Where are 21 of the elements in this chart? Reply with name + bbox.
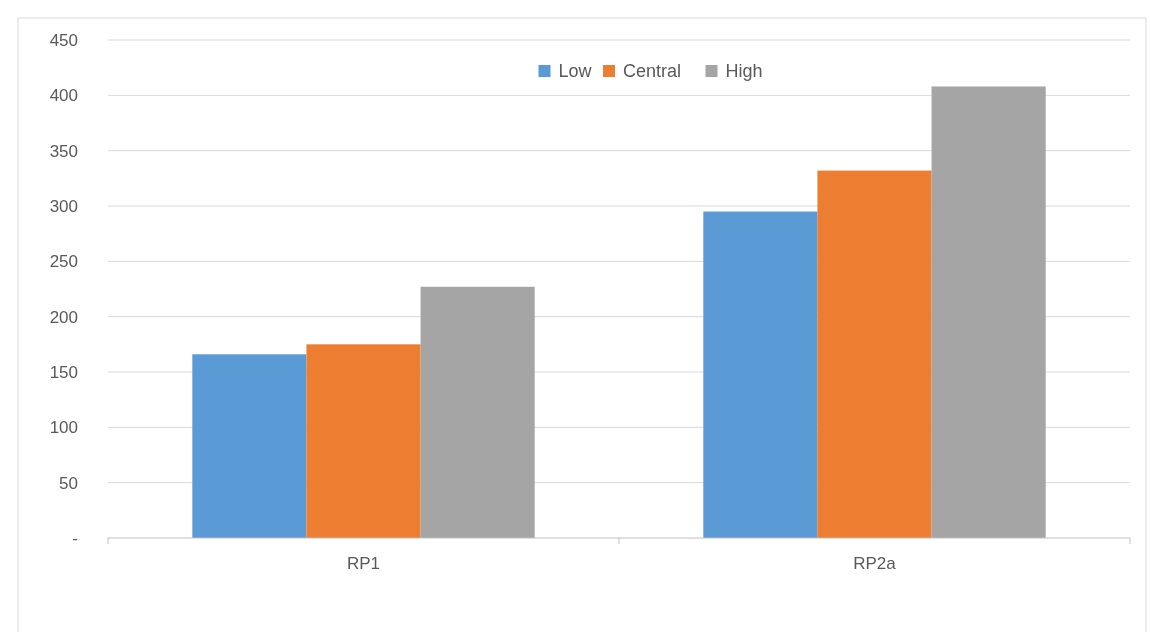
bar xyxy=(931,86,1046,538)
x-tick-label: RP1 xyxy=(346,554,381,573)
y-tick-label: 400 xyxy=(49,86,78,106)
y-tick-label: 100 xyxy=(49,418,78,438)
bar xyxy=(306,344,421,538)
bar xyxy=(817,170,932,538)
x-tick-label: RP2a xyxy=(853,554,897,573)
y-tick-label: 250 xyxy=(49,252,78,272)
y-tick-label: 300 xyxy=(49,196,78,216)
y-tick-label: 350 xyxy=(49,141,78,161)
legend-label: Low xyxy=(558,61,593,82)
y-tick-label: 450 xyxy=(49,30,78,50)
y-tick-label: - xyxy=(72,528,78,548)
legend-label: Central xyxy=(623,61,682,82)
y-tick-label: 50 xyxy=(59,473,78,493)
bar xyxy=(192,354,307,538)
bar xyxy=(703,211,818,538)
y-tick-label: 200 xyxy=(49,307,78,327)
legend-label: High xyxy=(725,61,763,82)
y-tick-label: 150 xyxy=(49,362,78,382)
bar xyxy=(420,286,535,538)
